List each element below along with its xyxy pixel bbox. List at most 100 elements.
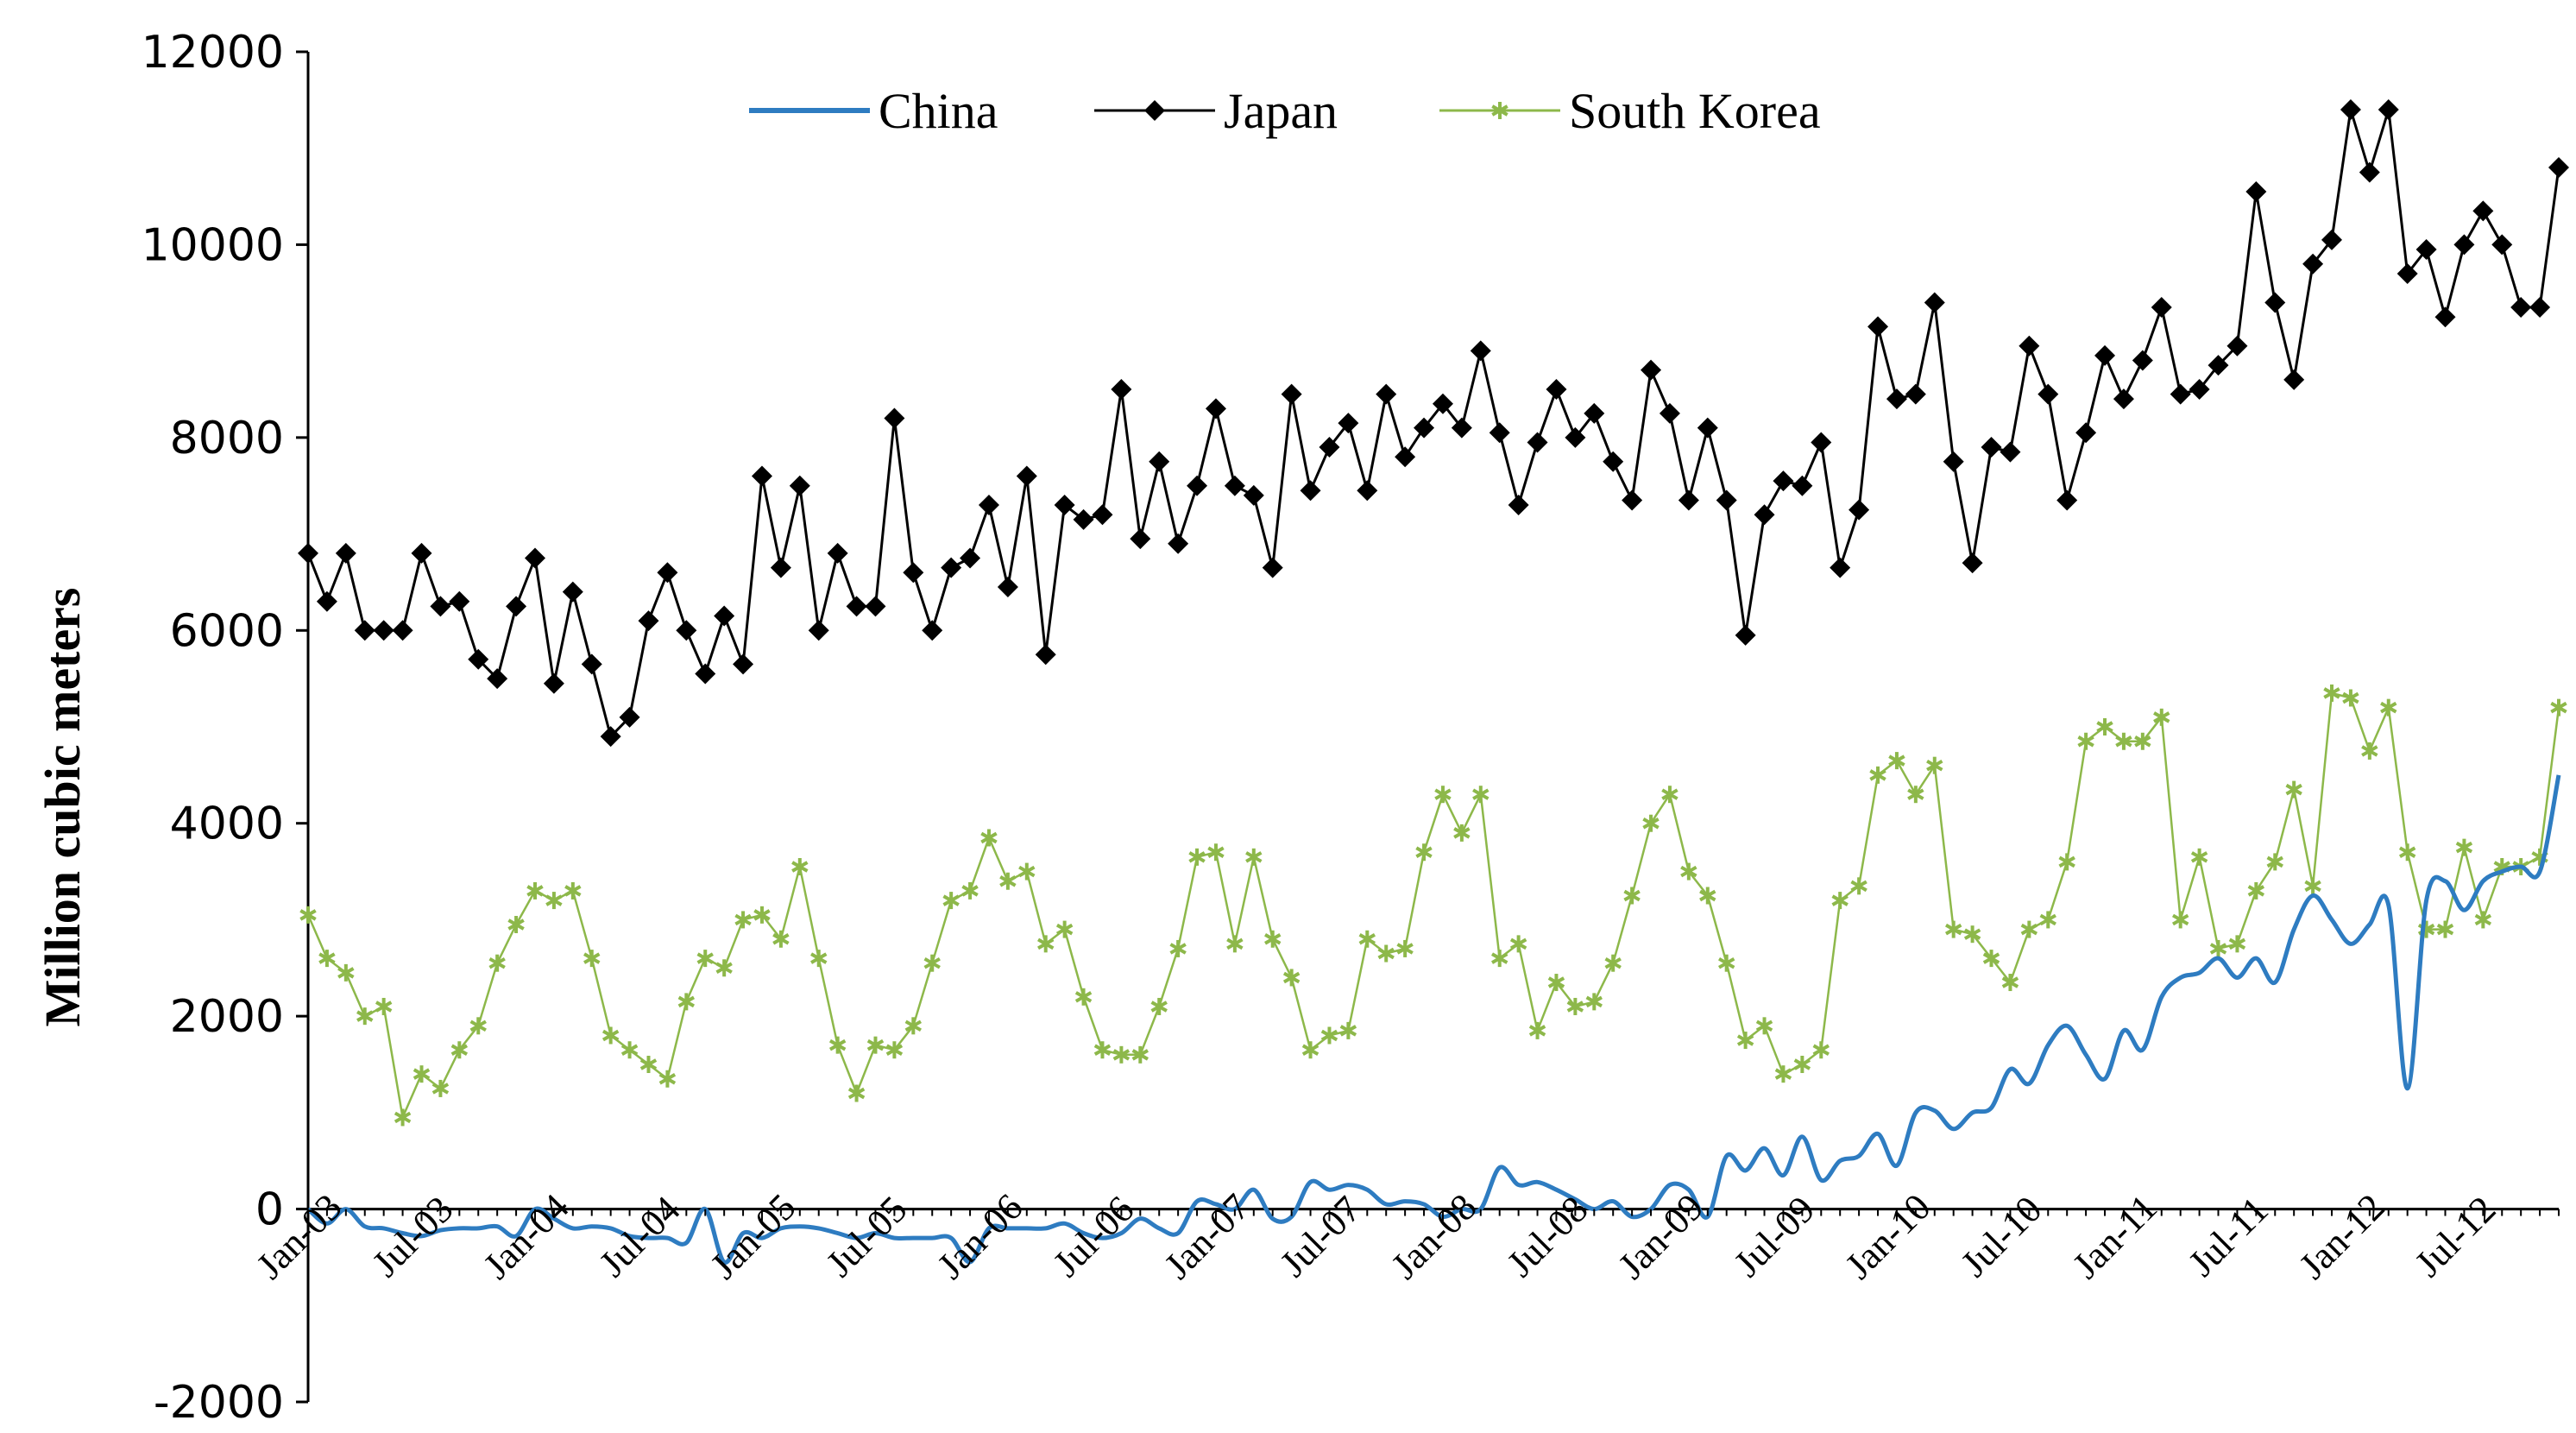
data-point-south-korea <box>2474 911 2492 929</box>
data-point-south-korea <box>980 829 998 847</box>
data-point-south-korea <box>1888 752 1905 770</box>
data-point-japan <box>2151 297 2172 319</box>
series-line-south-korea <box>306 691 2560 1119</box>
data-point-japan <box>2378 99 2399 121</box>
data-point-japan <box>1281 383 1302 405</box>
data-point-japan <box>581 653 602 675</box>
y-tick-label: 10000 <box>142 219 284 271</box>
x-tick-label: Jul-10 <box>1953 1188 2050 1285</box>
data-point-south-korea <box>337 963 355 982</box>
x-tick-label: Jan-12 <box>2291 1186 2393 1288</box>
data-point-japan <box>2264 292 2286 313</box>
data-point-south-korea <box>469 1017 487 1035</box>
data-point-south-korea <box>583 950 601 968</box>
data-point-japan <box>827 542 848 564</box>
data-point-south-korea <box>601 1026 620 1045</box>
data-point-japan <box>335 542 356 564</box>
data-point-japan <box>733 653 754 675</box>
data-point-japan <box>2396 262 2418 284</box>
x-tick-label: Jul-04 <box>591 1188 688 1285</box>
data-point-south-korea <box>942 892 960 910</box>
legend-label-china: China <box>879 83 998 139</box>
data-point-japan <box>1205 398 1226 420</box>
data-point-japan <box>600 726 621 748</box>
data-point-south-korea <box>1793 1056 1811 1073</box>
data-point-japan <box>1224 475 1245 496</box>
data-point-south-korea <box>2361 742 2378 760</box>
data-point-japan <box>2189 379 2210 400</box>
data-point-south-korea <box>2247 881 2265 900</box>
data-point-japan <box>1943 451 1964 472</box>
data-point-japan <box>298 542 318 564</box>
x-tick-label: Jan-09 <box>1610 1186 1712 1288</box>
data-point-japan <box>2132 350 2153 371</box>
data-point-japan <box>1924 292 1945 313</box>
x-tick-label: Jan-11 <box>2064 1186 2164 1286</box>
data-point-south-korea <box>620 1041 639 1059</box>
data-point-south-korea <box>2115 732 2132 750</box>
data-point-south-korea <box>488 954 506 972</box>
data-point-japan <box>941 557 962 578</box>
data-point-japan <box>1697 417 1718 439</box>
data-point-south-korea <box>1528 1021 1546 1039</box>
data-point-japan <box>1300 480 1321 502</box>
data-point-japan <box>1376 383 1397 405</box>
data-point-south-korea <box>2436 920 2454 938</box>
data-point-south-korea <box>2342 689 2359 707</box>
data-point-japan <box>1716 489 1737 511</box>
data-point-south-korea <box>828 1036 847 1054</box>
data-point-japan <box>1830 557 1851 578</box>
data-point-south-korea <box>318 950 336 968</box>
data-point-japan <box>2529 297 2551 319</box>
data-point-south-korea <box>1226 935 1244 953</box>
data-point-south-korea <box>772 930 790 948</box>
data-point-south-korea <box>1869 766 1886 784</box>
data-point-japan <box>846 596 867 617</box>
data-point-japan <box>449 590 470 612</box>
data-point-japan <box>2226 335 2248 357</box>
data-point-japan <box>1357 480 1378 502</box>
data-point-south-korea <box>2209 939 2227 957</box>
y-axis-label: Million cubic meters <box>35 587 91 1026</box>
legend-marker-japan <box>1144 100 1165 121</box>
data-point-japan <box>2491 234 2513 256</box>
data-point-south-korea <box>356 1007 374 1026</box>
x-tick-label: Jul-09 <box>1726 1188 1823 1285</box>
data-point-south-korea <box>1150 997 1168 1015</box>
data-point-japan <box>2472 200 2494 222</box>
data-point-japan <box>2548 157 2569 179</box>
data-point-japan <box>751 465 772 487</box>
data-point-south-korea <box>1320 1026 1338 1045</box>
x-tick-label: Jul-03 <box>364 1188 461 1285</box>
data-point-japan <box>2019 335 2040 357</box>
data-point-south-korea <box>847 1084 866 1102</box>
data-point-south-korea <box>1207 843 1225 862</box>
data-point-south-korea <box>2550 698 2567 716</box>
y-tick-label: 2000 <box>170 991 284 1043</box>
x-tick-label: Jan-04 <box>476 1186 577 1288</box>
data-point-japan <box>808 620 829 641</box>
y-tick-label: 8000 <box>170 413 284 464</box>
data-point-japan <box>1584 402 1605 424</box>
data-point-japan <box>2075 422 2097 444</box>
data-point-south-korea <box>2398 843 2416 862</box>
data-point-south-korea <box>2266 853 2283 871</box>
data-point-south-korea <box>658 1070 677 1088</box>
data-point-south-korea <box>2380 698 2397 716</box>
data-point-japan <box>1867 316 1889 338</box>
data-point-japan <box>619 706 640 728</box>
data-point-south-korea <box>961 881 979 900</box>
y-tick-label: -2000 <box>154 1377 284 1429</box>
data-point-south-korea <box>1339 1021 1357 1039</box>
data-point-south-korea <box>526 881 544 900</box>
data-point-japan <box>2113 388 2134 410</box>
data-point-south-korea <box>715 959 733 977</box>
data-point-japan <box>1659 402 1680 424</box>
data-point-south-korea <box>1831 892 1849 910</box>
data-point-japan <box>1262 557 1283 578</box>
legend-label-south-korea: South Korea <box>1569 83 1821 139</box>
data-point-south-korea <box>999 872 1017 890</box>
data-point-japan <box>2170 383 2191 405</box>
data-point-south-korea <box>639 1056 658 1073</box>
data-point-south-korea <box>545 892 563 910</box>
